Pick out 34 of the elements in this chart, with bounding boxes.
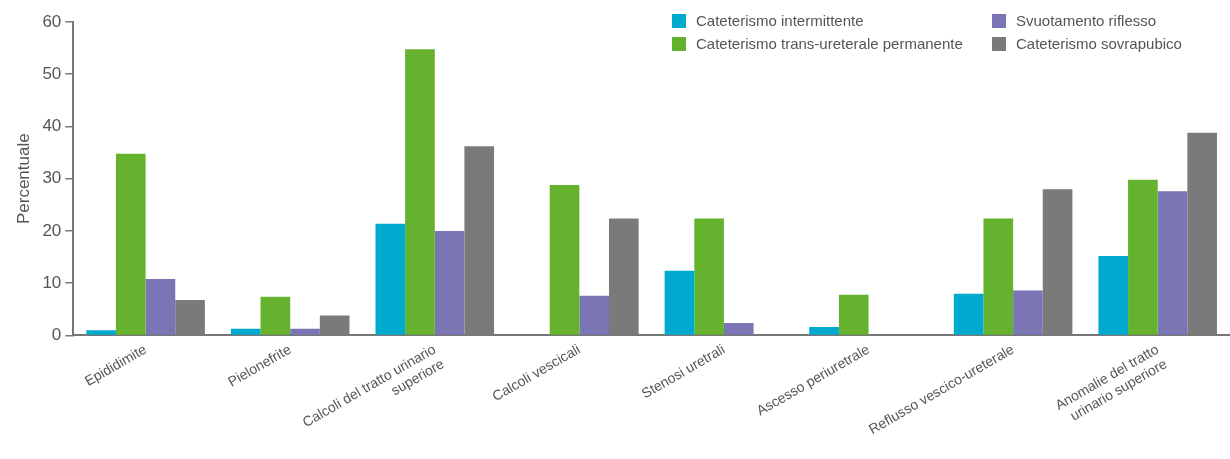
bar [434, 230, 465, 335]
bar [1157, 191, 1188, 335]
bar [1128, 179, 1158, 335]
legend-label: Cateterismo sovrapubico [1016, 35, 1182, 52]
bar [1013, 290, 1043, 335]
y-axis-title: Percentuale [13, 133, 33, 225]
bar [664, 270, 695, 335]
y-tick-label: 20 [42, 220, 62, 240]
bar [375, 223, 406, 335]
bar [405, 49, 435, 335]
bar [809, 327, 839, 335]
bar [290, 328, 320, 335]
bar [723, 322, 754, 335]
y-tick-label: 30 [42, 168, 62, 188]
y-tick-label: 60 [42, 11, 62, 31]
y-tick-label: 10 [42, 272, 62, 292]
bar [230, 328, 261, 335]
bar [694, 218, 724, 335]
legend-label: Cateterismo intermittente [696, 12, 864, 29]
bar [838, 294, 869, 335]
bar [115, 153, 146, 335]
bar [983, 218, 1014, 335]
y-tick-label: 0 [51, 325, 62, 345]
bar [145, 279, 176, 335]
bar [1098, 256, 1129, 335]
y-tick-label: 40 [42, 116, 62, 136]
legend-label: Svuotamento riflesso [1016, 12, 1157, 29]
bar [260, 296, 291, 335]
bar [549, 184, 580, 335]
bar [953, 293, 984, 335]
bar [579, 295, 609, 335]
bar [86, 330, 116, 335]
y-tick-label: 50 [42, 63, 62, 83]
legend-label: Cateterismo trans-ureterale permanente [696, 35, 963, 52]
